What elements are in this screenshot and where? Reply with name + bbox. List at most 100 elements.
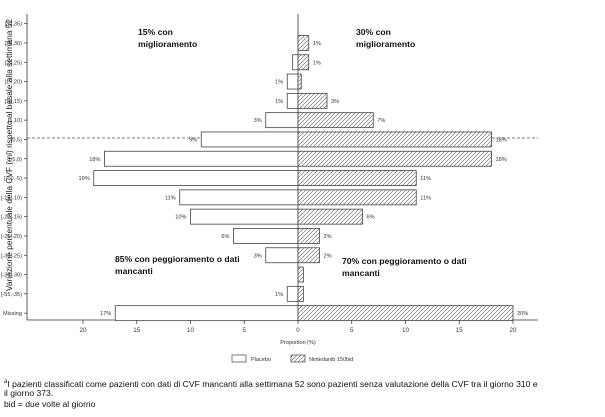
x-tick-label-4: 0	[296, 327, 300, 334]
bar-placebo--20-to-neg15	[190, 208, 299, 225]
data-label-nintedanib--5-to-0: 18%	[496, 157, 507, 163]
bar-nintedanib-0-to-5	[297, 131, 492, 148]
ticks-group: [30,35) [25,30) [20,25) [15,20) [10,15) [5,10…	[1, 22, 517, 334]
bar-nintedanib--10-to-neg5	[297, 170, 417, 186]
bars-group: 1% 1% 1% 1% 3% 3% 7% 9% 18% 18% 18% 19% 11% 11% 11% 10%…	[79, 35, 528, 322]
bar-placebo-missing	[114, 305, 299, 322]
data-label-placebo--20-to-neg15: 10%	[175, 215, 186, 221]
data-label-placebo-10-to-15: 1%	[275, 99, 283, 105]
y-tick-label--10-to-neg5: [-10,-5)	[4, 176, 22, 182]
bar-nintedanib--55-to-neg35	[297, 285, 304, 302]
bar-placebo-20-to-25	[292, 54, 299, 71]
x-tick-label-2: 10	[187, 327, 194, 334]
y-axis-label: Variazione percentuale della CVF (ml) ri…	[4, 19, 14, 292]
data-label-placebo-0-to-5: 9%	[189, 137, 197, 143]
y-tick-label-30-to-35: [30,35)	[5, 22, 23, 28]
data-label-nintedanib--25-to-neg20: 2%	[324, 234, 332, 240]
annotation-left-bottom-line2: mancanti	[115, 266, 153, 276]
bar-nintedanib-10-to-15	[297, 92, 328, 109]
y-tick-label--25-to-neg20: [-25,-20)	[1, 234, 22, 240]
data-label-nintedanib--20-to-neg15: 6%	[367, 215, 375, 221]
bar-nintedanib--15-to-neg10	[297, 189, 417, 206]
bar-placebo--5-to-0	[104, 150, 299, 167]
bar-nintedanib--20-to-neg15	[297, 208, 363, 225]
data-label-placebo--15-to-neg10: 11%	[165, 195, 176, 201]
footnote-marker: a	[4, 379, 8, 385]
legend: Placebo Nintedanib 150bid	[231, 354, 353, 363]
data-label-nintedanib--15-to-neg10: 11%	[420, 195, 431, 201]
y-tick-label-5-to-10: [5,10)	[8, 118, 22, 124]
data-label-placebo--55-to-neg35: 1%	[275, 292, 283, 298]
data-label-nintedanib-0-to-5: 18%	[496, 137, 507, 143]
data-label-nintedanib-20-to-25: 1%	[313, 60, 321, 66]
bar-placebo--15-to-neg10	[179, 189, 299, 206]
data-label-placebo--10-to-neg5: 19%	[79, 176, 90, 182]
y-tick-label--15-to-neg10: [-15,-10)	[1, 195, 22, 201]
x-tick-label-5: 5	[350, 327, 354, 334]
data-label-nintedanib-25-to-30: 1%	[313, 41, 321, 47]
bar-placebo--10-to-neg5	[93, 170, 299, 186]
data-label-nintedanib-10-to-15: 3%	[331, 99, 339, 105]
annotation-left-bottom-line1: 85% con peggioramento o dati	[115, 254, 240, 264]
y-tick-label-0-to-5: [0,5)	[11, 137, 22, 143]
data-label-placebo-5-to-10: 3%	[254, 118, 262, 124]
bar-placebo--55-to-neg35	[286, 285, 299, 302]
footnote-line1: aI pazienti classificati come pazienti c…	[4, 377, 602, 390]
data-label-placebo--5-to-0: 18%	[89, 157, 100, 163]
annotation-right-top-line1: 30% con	[356, 27, 391, 37]
footnote-line2: il giorno 373.	[4, 388, 54, 398]
data-label-nintedanib-missing: 20%	[517, 311, 528, 317]
butterfly-chart: 1% 1% 1% 1% 3% 3% 7% 9% 18% 18% 18% 19% 11% 11% 11% 10%…	[1, 14, 538, 363]
legend-swatch-placebo	[231, 354, 247, 363]
bar-placebo-10-to-15	[286, 92, 299, 109]
annotation-left-top-line2: miglioramento	[138, 39, 197, 49]
annotation-right-bottom-line2: mancanti	[342, 268, 380, 278]
data-label-placebo--30-to-neg25: 3%	[254, 253, 262, 259]
bar-placebo-5-to-10	[265, 112, 299, 129]
bar-nintedanib-25-to-30	[297, 35, 310, 51]
y-tick-label--55-to-neg35: [-55,-35)	[1, 292, 22, 298]
x-axis-label: Proportion (%)	[280, 340, 316, 346]
bar-placebo--25-to-neg20	[233, 228, 299, 244]
data-label-placebo-15-to-20: 1%	[275, 80, 283, 86]
data-label-placebo-missing: 17%	[100, 311, 111, 317]
bar-placebo-0-to-5	[200, 131, 299, 148]
x-tick-label-0: 20	[80, 327, 87, 334]
bar-placebo--30-to-neg25	[265, 247, 299, 264]
bar-nintedanib--25-to-neg20	[297, 228, 320, 244]
footnote-line1-text: I pazienti classificati come pazienti co…	[7, 378, 538, 389]
bar-nintedanib--30-to-neg25	[297, 247, 320, 264]
bar-nintedanib-15-to-20	[297, 73, 302, 90]
bar-nintedanib-missing	[297, 305, 514, 322]
bar-nintedanib--35-to-neg30	[297, 266, 304, 283]
y-tick-label--20-to-neg15: [-20,-15)	[1, 215, 22, 221]
annotation-left-top-line1: 15% con	[138, 27, 173, 37]
x-tick-label-3: 5	[243, 327, 247, 334]
data-label-placebo--25-to-neg20: 6%	[221, 234, 229, 240]
footnote-bid: bid = due volte al giorno	[4, 399, 96, 409]
y-tick-label--35-to-neg30: [-35,-30)	[1, 273, 22, 279]
y-tick-label-missing: Missing	[3, 311, 22, 317]
annotation-right-top-line2: miglioramento	[356, 39, 415, 49]
x-tick-label-8: 20	[510, 327, 517, 334]
bar-nintedanib-5-to-10	[297, 112, 374, 129]
x-tick-label-1: 15	[133, 327, 140, 334]
y-tick-label--5-to-0: [-5,0)	[9, 157, 22, 163]
x-tick-label-7: 15	[456, 327, 463, 334]
bar-nintedanib-20-to-25	[297, 54, 310, 71]
legend-label-placebo: Placebo	[251, 357, 271, 363]
x-tick-label-6: 10	[402, 327, 409, 334]
y-tick-label-25-to-30: [25,30)	[5, 41, 23, 47]
y-tick-label-15-to-20: [15,20)	[5, 80, 23, 86]
y-tick-label--30-to-neg25: [-30,-25)	[1, 253, 22, 259]
legend-label-nintedanib: Nintedanib 150bid	[309, 357, 353, 363]
data-label-nintedanib-5-to-10: 7%	[377, 118, 385, 124]
y-tick-label-20-to-25: [20,25)	[5, 60, 23, 66]
data-label-nintedanib--10-to-neg5: 11%	[420, 176, 431, 182]
data-label-nintedanib--30-to-neg25: 2%	[324, 253, 332, 259]
bar-placebo-15-to-20	[286, 73, 299, 90]
y-tick-label-10-to-15: [10,15)	[5, 99, 23, 105]
annotation-right-bottom-line1: 70% con peggioramento o dati	[342, 256, 467, 266]
legend-swatch-nintedanib	[290, 354, 306, 363]
bar-nintedanib--5-to-0	[297, 150, 492, 167]
